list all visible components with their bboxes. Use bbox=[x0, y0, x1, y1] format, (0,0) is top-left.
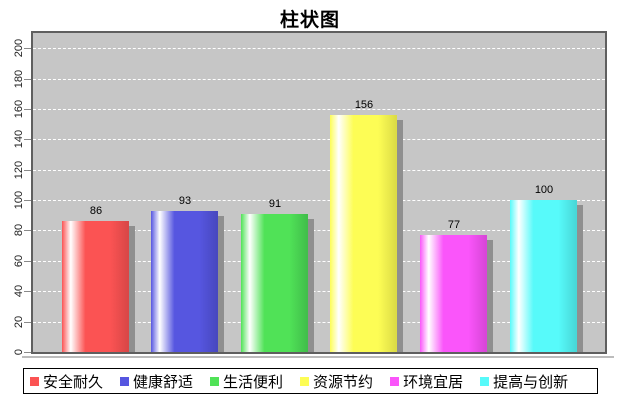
bar-3 bbox=[241, 214, 308, 352]
bar-5 bbox=[420, 235, 487, 352]
y-axis-tick bbox=[24, 170, 31, 171]
gridline-20 bbox=[33, 322, 605, 323]
legend: 安全耐久 健康舒适 生活便利 资源节约 环境宜居 提高与创新 bbox=[23, 368, 598, 394]
gridline-40 bbox=[33, 291, 605, 292]
bar-shadow bbox=[577, 205, 583, 352]
bar-shadow bbox=[487, 240, 493, 352]
legend-item-6: 提高与创新 bbox=[480, 371, 568, 392]
legend-label: 资源节约 bbox=[313, 374, 374, 391]
bar-shadow bbox=[397, 120, 403, 352]
legend-swatch bbox=[210, 376, 220, 386]
y-axis-tick bbox=[24, 291, 31, 292]
legend-label: 提高与创新 bbox=[493, 374, 569, 391]
legend-swatch bbox=[30, 376, 39, 386]
legend-swatch bbox=[390, 376, 400, 386]
gridline-200 bbox=[33, 48, 605, 49]
plot-area: 0 20 40 60 80 100 120 140 160 180 200 86 93 91 156 77 10… bbox=[13, 31, 607, 355]
y-axis-tick bbox=[24, 352, 31, 353]
legend-swatch bbox=[300, 376, 310, 386]
y-axis-tick bbox=[24, 261, 31, 262]
y-axis-tick bbox=[24, 230, 31, 231]
bar-shadow bbox=[308, 219, 314, 352]
gridline-160 bbox=[33, 109, 605, 110]
y-axis-tick bbox=[24, 79, 31, 80]
gridline-100 bbox=[33, 200, 605, 201]
chart-title: 柱状图 bbox=[279, 10, 340, 31]
bar-value-label: 100 bbox=[534, 184, 554, 196]
bar-value-label: 86 bbox=[89, 205, 103, 217]
legend-item-3: 生活便利 bbox=[210, 371, 283, 392]
bar-value-label: 93 bbox=[178, 195, 192, 207]
x-axis-line bbox=[22, 356, 614, 358]
bar-shadow bbox=[218, 216, 224, 352]
legend-item-5: 环境宜居 bbox=[390, 371, 463, 392]
legend-label: 环境宜居 bbox=[403, 374, 464, 391]
legend-swatch bbox=[480, 376, 490, 386]
bar-4 bbox=[330, 115, 397, 352]
legend-item-2: 健康舒适 bbox=[120, 371, 193, 392]
y-axis-tick bbox=[24, 48, 31, 49]
legend-label: 安全耐久 bbox=[43, 374, 104, 391]
bar-2 bbox=[151, 211, 218, 352]
legend-label: 健康舒适 bbox=[133, 374, 194, 391]
bar-value-label: 77 bbox=[447, 219, 461, 231]
y-axis-tick-label: 200 bbox=[13, 38, 25, 58]
legend-item-4: 资源节约 bbox=[300, 371, 373, 392]
legend-item-1: 安全耐久 bbox=[30, 371, 103, 392]
bar-1 bbox=[62, 221, 129, 352]
gridline-120 bbox=[33, 170, 605, 171]
gridline-140 bbox=[33, 139, 605, 140]
bar-6 bbox=[510, 200, 577, 352]
y-axis-tick bbox=[24, 200, 31, 201]
gridline-80 bbox=[33, 230, 605, 231]
bar-value-label: 156 bbox=[354, 99, 374, 111]
legend-label: 生活便利 bbox=[223, 374, 284, 391]
bar-shadow bbox=[129, 226, 135, 352]
gridline-60 bbox=[33, 261, 605, 262]
y-axis-tick bbox=[24, 139, 31, 140]
y-axis-tick bbox=[24, 322, 31, 323]
y-axis-tick bbox=[24, 109, 31, 110]
legend-swatch bbox=[120, 376, 130, 386]
bar-value-label: 91 bbox=[268, 198, 282, 210]
gridline-180 bbox=[33, 79, 605, 80]
